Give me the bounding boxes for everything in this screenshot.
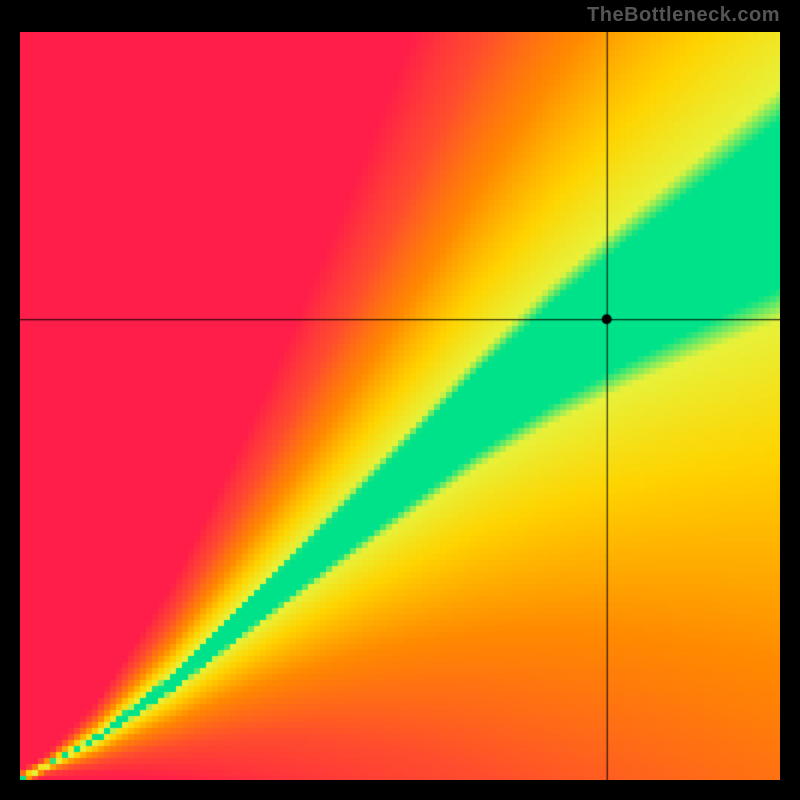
- watermark-text: TheBottleneck.com: [587, 4, 780, 27]
- bottleneck-heatmap: [20, 32, 780, 780]
- chart-container: TheBottleneck.com: [0, 0, 800, 800]
